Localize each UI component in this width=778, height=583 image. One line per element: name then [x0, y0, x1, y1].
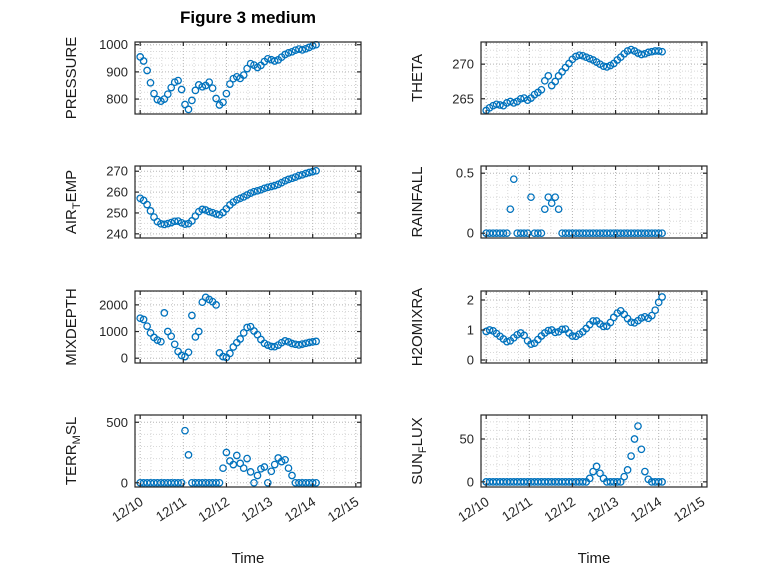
subplot-h2omixra: 0 1 2	[467, 290, 708, 368]
svg-text:2: 2	[467, 293, 474, 308]
svg-text:0: 0	[467, 226, 474, 241]
svg-text:270: 270	[106, 164, 128, 179]
subplot-terr_msl: 0 500 12/10 12/11 12/12 12/13 12/14 12/15	[106, 414, 362, 525]
tick-marks	[135, 415, 361, 487]
minor-grid	[135, 415, 361, 487]
subplot-theta: 265 270	[452, 41, 708, 115]
y-tick-labels: 800 900 1000	[99, 37, 128, 106]
y-tick-labels: 240 250 260 270	[106, 164, 128, 242]
data-points-mixdepth	[136, 293, 320, 362]
svg-text:0.5: 0.5	[456, 166, 474, 181]
svg-text:250: 250	[106, 205, 128, 220]
svg-text:12/15: 12/15	[671, 494, 708, 525]
data-points-h2omixra	[482, 293, 666, 348]
svg-text:12/11: 12/11	[499, 494, 535, 524]
major-grid	[135, 415, 361, 487]
minor-grid	[481, 415, 707, 487]
tick-marks	[135, 291, 361, 363]
tick-marks	[481, 42, 707, 114]
x-tick-labels: 12/10 12/11 12/12 12/13 12/14 12/15	[109, 494, 361, 525]
svg-text:1000: 1000	[99, 324, 128, 339]
y-tick-labels: 0 500	[106, 415, 128, 491]
major-grid	[481, 166, 707, 238]
svg-text:265: 265	[452, 91, 474, 106]
svg-text:1: 1	[467, 323, 474, 338]
svg-text:0: 0	[467, 474, 474, 489]
tick-marks	[481, 415, 707, 487]
svg-text:12/10: 12/10	[455, 494, 492, 525]
data-points-pressure	[136, 41, 320, 114]
x-tick-labels: 12/10 12/11 12/12 12/13 12/14 12/15	[455, 494, 707, 525]
y-tick-labels: 265 270	[452, 57, 474, 107]
data-points-rainfall	[482, 175, 666, 238]
y-tick-labels: 0 50	[460, 432, 474, 490]
svg-text:12/14: 12/14	[282, 494, 319, 525]
svg-text:0: 0	[121, 351, 128, 366]
major-grid	[135, 291, 361, 363]
tick-marks	[481, 291, 707, 363]
svg-text:270: 270	[452, 57, 474, 72]
major-grid	[481, 291, 707, 363]
y-tick-labels: 0 1000 2000	[99, 297, 128, 365]
tick-marks	[135, 166, 361, 238]
svg-text:260: 260	[106, 185, 128, 200]
subplot-air_temp: 240 250 260 270	[106, 164, 362, 242]
svg-text:12/13: 12/13	[239, 494, 276, 525]
data-points-theta	[482, 45, 666, 115]
svg-text:12/10: 12/10	[109, 494, 146, 525]
y-tick-labels: 0 1 2	[467, 293, 474, 368]
svg-text:12/15: 12/15	[325, 494, 362, 525]
svg-text:2000: 2000	[99, 297, 128, 312]
svg-text:12/13: 12/13	[585, 494, 622, 525]
svg-text:240: 240	[106, 226, 128, 241]
xlabel-time-right: Time	[577, 550, 611, 567]
figure-title: Figure 3 medium	[179, 8, 317, 27]
subplot-pressure: 800 900 1000	[99, 37, 362, 115]
data-points-sun_flux	[482, 422, 666, 486]
minor-grid	[481, 166, 707, 238]
svg-text:50: 50	[460, 432, 474, 447]
xlabel-time-left: Time	[231, 550, 265, 567]
major-grid	[481, 42, 707, 114]
svg-text:12/12: 12/12	[196, 494, 233, 525]
svg-text:1000: 1000	[99, 37, 128, 52]
subplot-sun_flux: 0 50 12/10 12/11 12/12 12/13 12/14 12/15	[455, 414, 708, 525]
svg-text:0: 0	[467, 353, 474, 368]
svg-text:0: 0	[121, 475, 128, 490]
svg-text:800: 800	[106, 92, 128, 107]
svg-text:900: 900	[106, 64, 128, 79]
subplot-rainfall: 00.5	[456, 165, 708, 241]
tick-marks	[481, 166, 707, 238]
svg-text:500: 500	[106, 415, 128, 430]
svg-text:12/14: 12/14	[628, 494, 665, 525]
svg-text:12/11: 12/11	[153, 494, 189, 524]
svg-text:12/12: 12/12	[542, 494, 579, 525]
major-grid	[481, 415, 707, 487]
y-tick-labels: 00.5	[456, 166, 474, 241]
subplot-mixdepth: 0 1000 2000	[99, 290, 362, 366]
data-points-air_temp	[136, 166, 320, 229]
tick-marks	[135, 42, 361, 114]
